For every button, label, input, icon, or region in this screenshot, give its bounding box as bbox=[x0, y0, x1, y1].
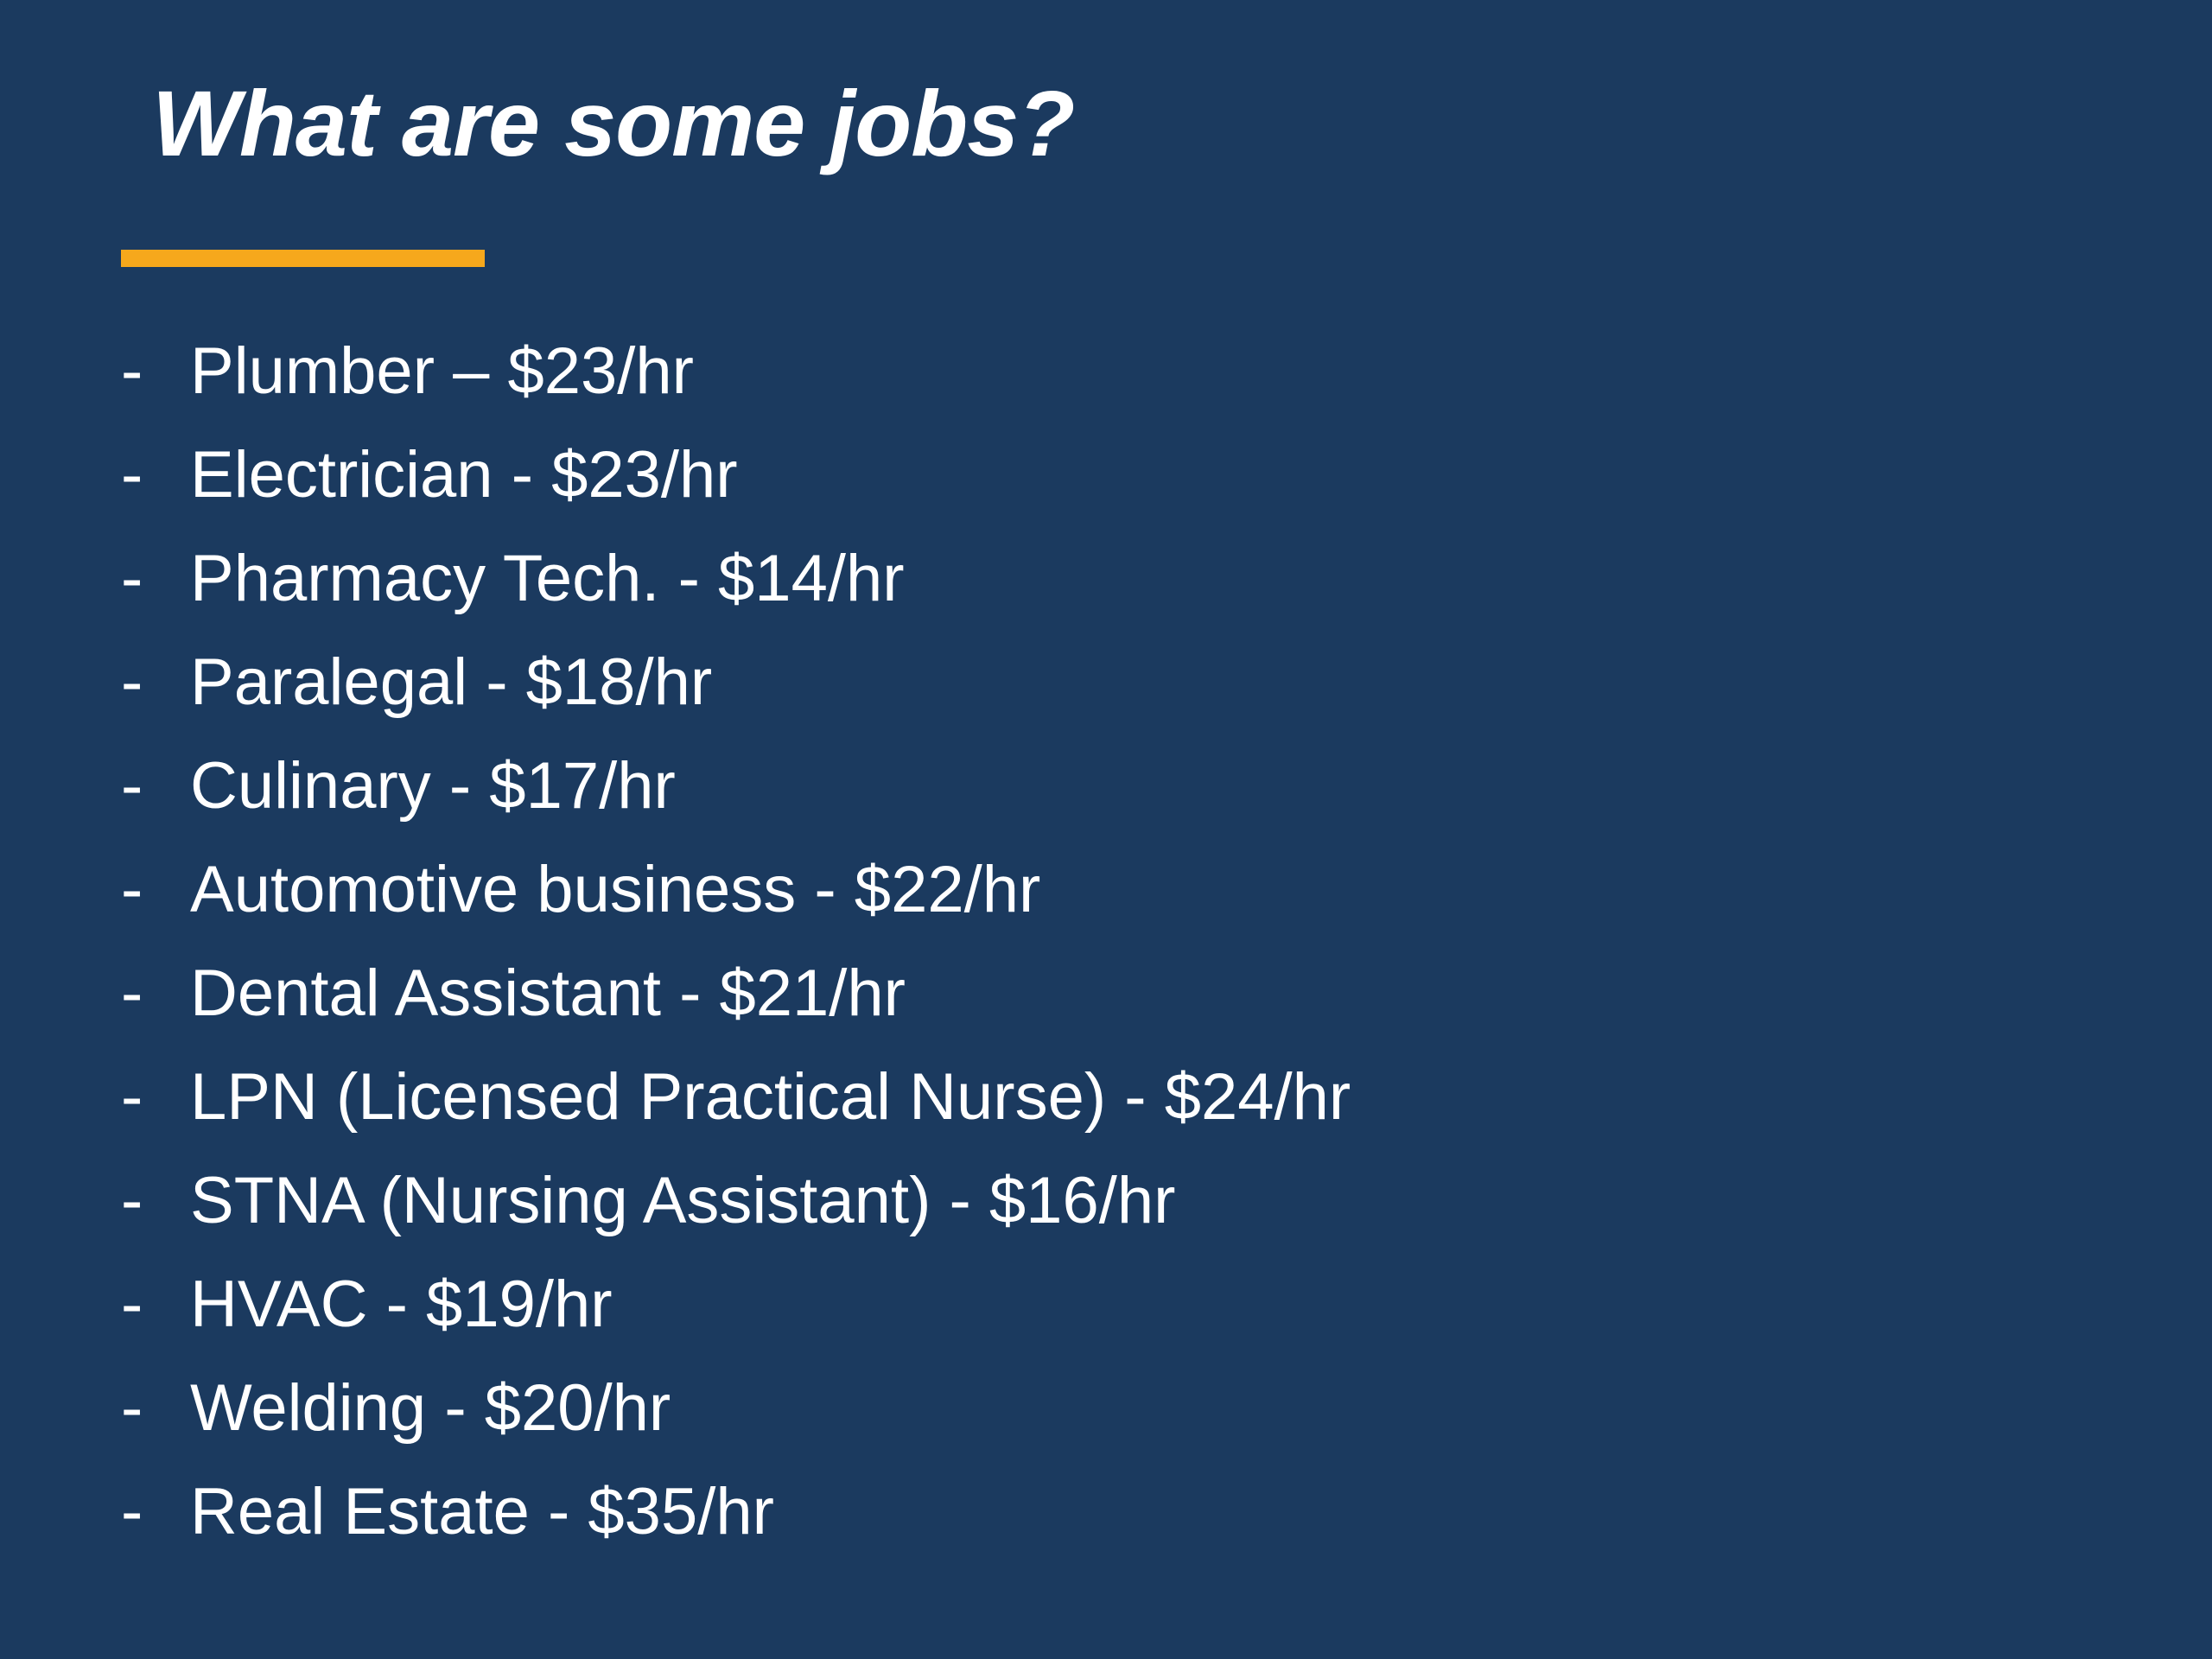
list-item: - STNA (Nursing Assistant) - $16/hr bbox=[121, 1149, 1351, 1253]
job-text: Automotive business - $22/hr bbox=[190, 853, 1041, 926]
job-text: Plumber – $23/hr bbox=[190, 334, 694, 408]
job-text: STNA (Nursing Assistant) - $16/hr bbox=[190, 1164, 1176, 1237]
job-text: Dental Assistant - $21/hr bbox=[190, 957, 906, 1030]
bullet-dash: - bbox=[121, 749, 143, 823]
bullet-dash: - bbox=[121, 1475, 143, 1548]
list-item: - Plumber – $23/hr bbox=[121, 320, 1351, 423]
bullet-dash: - bbox=[121, 645, 143, 719]
title-accent-bar bbox=[121, 250, 485, 267]
bullet-dash: - bbox=[121, 438, 143, 512]
bullet-dash: - bbox=[121, 1268, 143, 1341]
bullet-dash: - bbox=[121, 542, 143, 615]
job-text: Real Estate - $35/hr bbox=[190, 1475, 774, 1548]
job-text: HVAC - $19/hr bbox=[190, 1268, 613, 1341]
job-text: Pharmacy Tech. - $14/hr bbox=[190, 542, 905, 615]
list-item: - Culinary - $17/hr bbox=[121, 734, 1351, 838]
bullet-dash: - bbox=[121, 1164, 143, 1237]
jobs-list: - Plumber – $23/hr - Electrician - $23/hr - P… bbox=[121, 320, 1351, 1564]
job-text: Welding - $20/hr bbox=[190, 1371, 671, 1445]
bullet-dash: - bbox=[121, 1371, 143, 1445]
bullet-dash: - bbox=[121, 1060, 143, 1134]
list-item: - Pharmacy Tech. - $14/hr bbox=[121, 527, 1351, 631]
job-text: LPN (Licensed Practical Nurse) - $24/hr bbox=[190, 1060, 1351, 1134]
job-text: Electrician - $23/hr bbox=[190, 438, 738, 512]
list-item: - Electrician - $23/hr bbox=[121, 423, 1351, 527]
bullet-dash: - bbox=[121, 957, 143, 1030]
slide-title: What are some jobs? bbox=[152, 71, 1075, 175]
job-text: Culinary - $17/hr bbox=[190, 749, 676, 823]
list-item: - Real Estate - $35/hr bbox=[121, 1460, 1351, 1564]
list-item: - LPN (Licensed Practical Nurse) - $24/hr bbox=[121, 1046, 1351, 1149]
bullet-dash: - bbox=[121, 334, 143, 408]
list-item: - Automotive business - $22/hr bbox=[121, 838, 1351, 942]
list-item: - Welding - $20/hr bbox=[121, 1357, 1351, 1460]
list-item: - Paralegal - $18/hr bbox=[121, 631, 1351, 734]
job-text: Paralegal - $18/hr bbox=[190, 645, 713, 719]
bullet-dash: - bbox=[121, 853, 143, 926]
list-item: - Dental Assistant - $21/hr bbox=[121, 942, 1351, 1046]
list-item: - HVAC - $19/hr bbox=[121, 1253, 1351, 1357]
